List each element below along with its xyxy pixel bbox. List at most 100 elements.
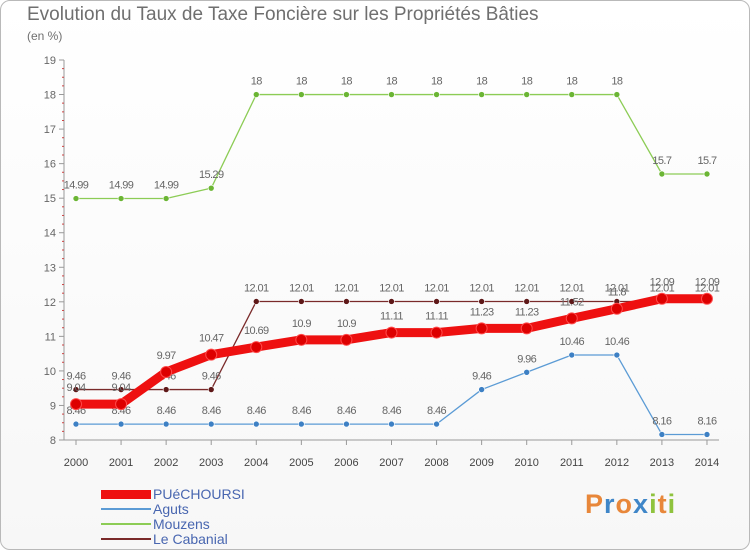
data-label: 18 <box>251 76 263 88</box>
data-label: 12.01 <box>424 282 449 294</box>
legend-label: Le Cabanial <box>153 531 228 547</box>
x-tick-label: 2010 <box>514 457 538 469</box>
data-point <box>478 91 485 98</box>
data-label: 9.97 <box>157 350 176 362</box>
y-tick-label: 12 <box>44 297 56 309</box>
data-point <box>117 420 125 428</box>
x-tick-label: 2003 <box>199 457 223 469</box>
data-point <box>252 91 260 98</box>
legend-item: PUéCHOURSI <box>101 486 245 502</box>
legend-item: Le Cabanial <box>101 531 228 547</box>
data-label: 10.46 <box>560 336 585 348</box>
legend-item: Aguts <box>101 501 189 517</box>
data-label: 12.01 <box>514 282 539 294</box>
data-label: 8.46 <box>157 405 176 417</box>
data-point <box>565 312 578 325</box>
x-tick-label: 2004 <box>244 457 268 469</box>
data-label: 18 <box>611 76 623 88</box>
data-point <box>433 91 440 98</box>
y-tick-label: 14 <box>44 228 56 240</box>
data-point <box>252 298 260 305</box>
data-label: 18 <box>386 76 398 88</box>
data-point <box>117 195 125 202</box>
series-3: 9.46 9.46 9.46 9.46 12.01 12.01 12.01 12.01 12.0… <box>66 282 720 393</box>
data-point <box>343 420 350 428</box>
legend-label: Mouzens <box>153 516 210 532</box>
data-label: 12.01 <box>650 282 675 294</box>
data-label: 9.46 <box>202 371 221 383</box>
y-tick-label: 8 <box>50 435 56 447</box>
y-tick-label: 11 <box>45 331 56 343</box>
x-tick-label: 2012 <box>605 457 629 469</box>
data-label: 12.09 <box>650 277 675 289</box>
brand-letter: x <box>633 489 650 519</box>
data-point <box>703 170 711 178</box>
data-point <box>207 386 215 393</box>
data-point <box>523 298 531 305</box>
x-tick-label: 2011 <box>560 457 584 469</box>
data-point <box>568 351 576 359</box>
unit-label: (en %) <box>27 29 63 43</box>
data-label: 14.99 <box>154 180 179 192</box>
data-label: 8.46 <box>427 405 446 417</box>
data-point <box>162 386 170 393</box>
data-label: 10.9 <box>292 318 311 330</box>
x-tick-label: 2013 <box>650 457 674 469</box>
data-point <box>117 386 125 393</box>
data-point <box>388 298 395 305</box>
data-label: 8.16 <box>697 415 716 427</box>
data-label: 18 <box>521 76 533 88</box>
data-label: 12.01 <box>334 282 359 294</box>
x-tick-label: 2002 <box>154 457 178 469</box>
legend-item: Mouzens <box>101 516 210 532</box>
data-point <box>295 333 308 346</box>
data-point <box>343 91 350 98</box>
data-point <box>298 298 305 305</box>
data-label: 12.01 <box>244 282 269 294</box>
data-point <box>207 420 215 428</box>
y-tick-label: 19 <box>44 55 56 67</box>
data-label: 9.96 <box>517 353 536 365</box>
data-label: 12.01 <box>605 282 630 294</box>
data-point <box>568 91 576 98</box>
legend-swatch <box>101 538 151 540</box>
data-label: 18 <box>431 76 443 88</box>
data-point <box>252 420 260 428</box>
data-label: 8.46 <box>382 405 401 417</box>
data-label: 11.52 <box>560 296 584 308</box>
y-tick-label: 9 <box>50 400 56 412</box>
data-point <box>385 326 398 339</box>
data-label: 8.46 <box>292 405 311 417</box>
y-tick-label: 17 <box>44 124 56 136</box>
data-point <box>523 368 531 376</box>
data-point <box>475 322 488 335</box>
data-point <box>207 184 215 192</box>
x-tick-label: 2001 <box>109 457 133 469</box>
data-label: 11.11 <box>425 311 448 323</box>
series-2: 14.99 14.99 14.99 15.29 18 18 18 18 18 18 18 18 18 15… <box>64 76 718 202</box>
data-point <box>72 420 80 428</box>
data-point <box>610 302 623 315</box>
data-point <box>115 398 128 411</box>
data-label: 18 <box>341 76 353 88</box>
data-label: 15.7 <box>652 155 671 167</box>
data-label: 12.01 <box>289 282 314 294</box>
data-label: 9.04 <box>66 382 85 394</box>
data-label: 15.7 <box>697 155 716 167</box>
data-point <box>340 333 353 346</box>
data-point <box>478 298 485 305</box>
data-point <box>568 298 576 305</box>
data-point <box>655 292 668 305</box>
data-point <box>658 170 666 178</box>
data-label: 10.47 <box>199 333 224 345</box>
legend-label: Aguts <box>153 501 189 517</box>
data-point <box>72 195 80 202</box>
data-point <box>70 398 82 411</box>
data-label: 12.01 <box>379 282 404 294</box>
data-label: 9.46 <box>66 371 85 383</box>
brand-letter: i <box>649 489 658 519</box>
data-label: 18 <box>476 76 488 88</box>
data-label: 15.29 <box>199 169 224 181</box>
data-point <box>700 292 713 305</box>
data-point <box>478 386 485 393</box>
